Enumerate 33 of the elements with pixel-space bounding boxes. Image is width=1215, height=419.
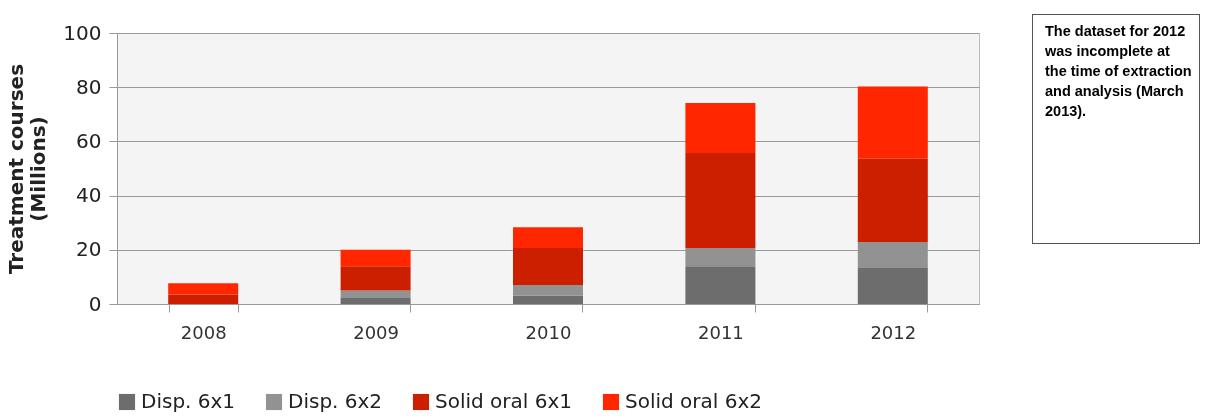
bar (857, 158, 928, 242)
bar (685, 266, 756, 304)
y-tick-label: 60 (76, 128, 102, 153)
bar (168, 283, 239, 295)
y-tick-label: 40 (76, 183, 102, 208)
bar (513, 247, 583, 286)
x-tick-label: 2010 (525, 321, 572, 343)
y-axis-title: Treatment courses (Millions) (4, 63, 51, 275)
y-tick-label: 100 (63, 20, 102, 45)
legend-label: Disp. 6x2 (288, 389, 383, 413)
y-tick-label: 20 (76, 237, 102, 262)
bar (513, 295, 583, 304)
bar (513, 285, 583, 296)
legend-label: Disp. 6x1 (141, 389, 236, 413)
y-tick-label: 0 (88, 291, 102, 316)
bar (340, 298, 411, 304)
text: The dataset for 2012 was incomplete at the time of extraction and analysis (March 2013). (1045, 22, 1193, 121)
x-tick-label: 2012 (870, 321, 917, 343)
bar (168, 294, 239, 304)
x-tick-label: 2011 (697, 321, 744, 343)
legend-label: Solid oral 6x2 (625, 389, 763, 413)
bar (857, 86, 928, 159)
bar (340, 266, 411, 291)
x-tick-label: 2008 (180, 321, 227, 343)
x-tick-label: 2009 (353, 321, 400, 343)
bar (513, 227, 583, 248)
bar (685, 153, 756, 248)
bar (685, 102, 756, 154)
bar (340, 290, 411, 299)
y-tick-label: 80 (76, 74, 102, 99)
legend-label: Solid oral 6x1 (435, 389, 573, 413)
bar (857, 267, 928, 304)
bar (340, 249, 411, 267)
